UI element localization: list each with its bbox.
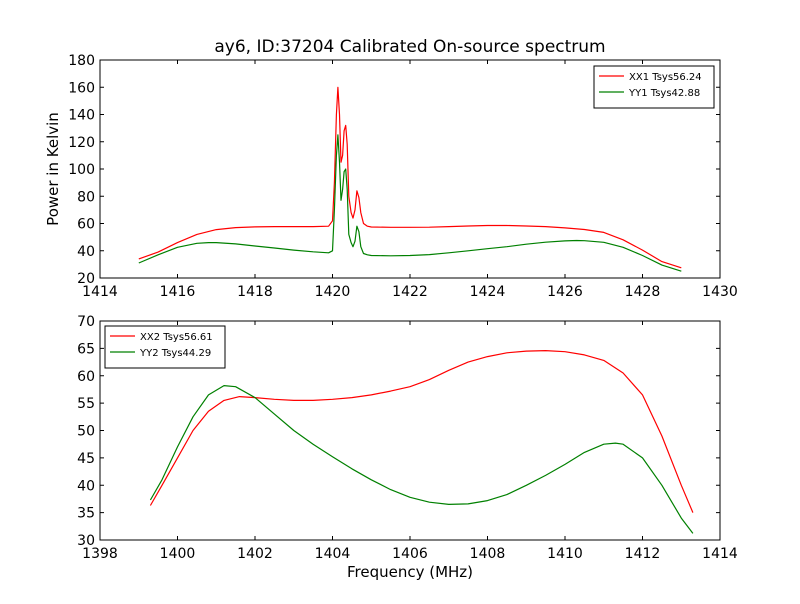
legend-label-2: YY1 Tsys42.88 xyxy=(628,88,700,99)
y-tick-label: 20 xyxy=(77,271,95,287)
legend-box xyxy=(104,325,226,369)
series-line-1 xyxy=(149,350,694,513)
x-tick-label: 1410 xyxy=(547,546,583,562)
x-tick-label: 1400 xyxy=(160,546,196,562)
x-tick-label: 1408 xyxy=(470,546,506,562)
legend-label-1: XX1 Tsys56.24 xyxy=(629,72,702,83)
y-tick-label: 65 xyxy=(77,341,95,357)
x-tick-label: 1428 xyxy=(625,284,661,300)
y-tick-label: 160 xyxy=(68,80,95,96)
x-tick-label: 1418 xyxy=(237,284,273,300)
y-tick-label: 55 xyxy=(77,396,95,412)
x-tick-label: 1422 xyxy=(392,284,428,300)
figure-title: ay6, ID:37204 Calibrated On-source spect… xyxy=(214,37,605,57)
x-tick-label: 1402 xyxy=(237,546,273,562)
y-tick-label: 40 xyxy=(77,478,95,494)
y-tick-label: 45 xyxy=(77,451,95,467)
x-tick-label: 1406 xyxy=(392,546,428,562)
y-tick-label: 40 xyxy=(77,244,95,260)
y-tick-label: 70 xyxy=(77,314,95,330)
chart-1: 1414 1416 1418 1420 1422 1424 1426 1428 1430 20 40… xyxy=(68,53,738,300)
series-line-2 xyxy=(138,134,682,272)
x-tick-label: 1430 xyxy=(702,284,738,300)
series-line-1 xyxy=(138,86,682,269)
x-tick-label: 1414 xyxy=(82,284,118,300)
y-tick-label: 60 xyxy=(77,369,95,385)
y-tick-label: 60 xyxy=(77,217,95,233)
y-tick-label: 180 xyxy=(68,53,95,69)
y-tick-label: 100 xyxy=(68,162,95,178)
y-tick-label: 35 xyxy=(77,506,95,522)
x-tick-label: 1424 xyxy=(470,284,506,300)
y-tick-label: 50 xyxy=(77,424,95,440)
x-tick-label: 1412 xyxy=(625,546,661,562)
x-tick-label: 1420 xyxy=(315,284,351,300)
x-tick-label: 1398 xyxy=(82,546,118,562)
legend-label-1: XX2 Tsys56.61 xyxy=(140,332,213,343)
legend: XX2 Tsys56.61 YY2 Tsys44.29 xyxy=(104,325,226,369)
y-tick-label: 140 xyxy=(68,108,95,124)
x-tick-label: 1426 xyxy=(547,284,583,300)
chart-2: 1398 1400 1402 1404 1406 1408 1410 1412 1414 30 35… xyxy=(77,314,738,562)
plots-group: 1414 1416 1418 1420 1422 1424 1426 1428 1430 20 40… xyxy=(68,53,738,562)
x-axis-label: Frequency (MHz) xyxy=(347,563,473,581)
series-line-2 xyxy=(149,385,694,534)
x-tick-label: 1414 xyxy=(702,546,738,562)
legend: XX1 Tsys56.24 YY1 Tsys42.88 xyxy=(593,65,715,109)
y-tick-label: 30 xyxy=(77,533,95,549)
legend-box xyxy=(593,65,715,109)
y-tick-label: 120 xyxy=(68,135,95,151)
y-axis-label-top: Power in Kelvin xyxy=(44,112,62,226)
legend-label-2: YY2 Tsys44.29 xyxy=(139,348,211,359)
x-tick-label: 1404 xyxy=(315,546,351,562)
y-tick-label: 80 xyxy=(77,189,95,205)
x-tick-label: 1416 xyxy=(160,284,196,300)
